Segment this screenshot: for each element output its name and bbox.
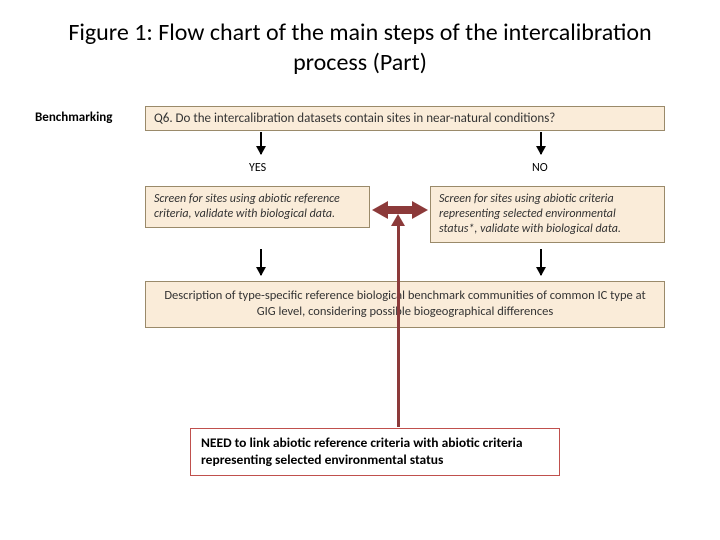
arrow-no-to-merge: [540, 249, 542, 275]
question-box-q6: Q6. Do the intercalibration datasets con…: [145, 106, 665, 131]
arrow-q-to-yes: [260, 132, 262, 154]
figure-title: Figure 1: Flow chart of the main steps o…: [0, 0, 720, 88]
connector-need-to-double: [397, 224, 400, 427]
connector-arrowhead-icon: [391, 214, 405, 226]
step-box-yes: Screen for sites using abiotic reference…: [145, 186, 370, 228]
section-label-benchmarking: Benchmarking: [35, 110, 112, 125]
branch-label-no: NO: [532, 161, 548, 175]
arrow-q-to-no: [540, 132, 542, 154]
arrow-yes-to-merge: [260, 249, 262, 275]
merge-box: Description of type-specific reference b…: [145, 281, 665, 328]
branch-label-yes: YES: [249, 161, 266, 175]
step-box-no: Screen for sites using abiotic criteria …: [430, 186, 665, 243]
need-box: NEED to link abiotic reference criteria …: [190, 428, 560, 476]
